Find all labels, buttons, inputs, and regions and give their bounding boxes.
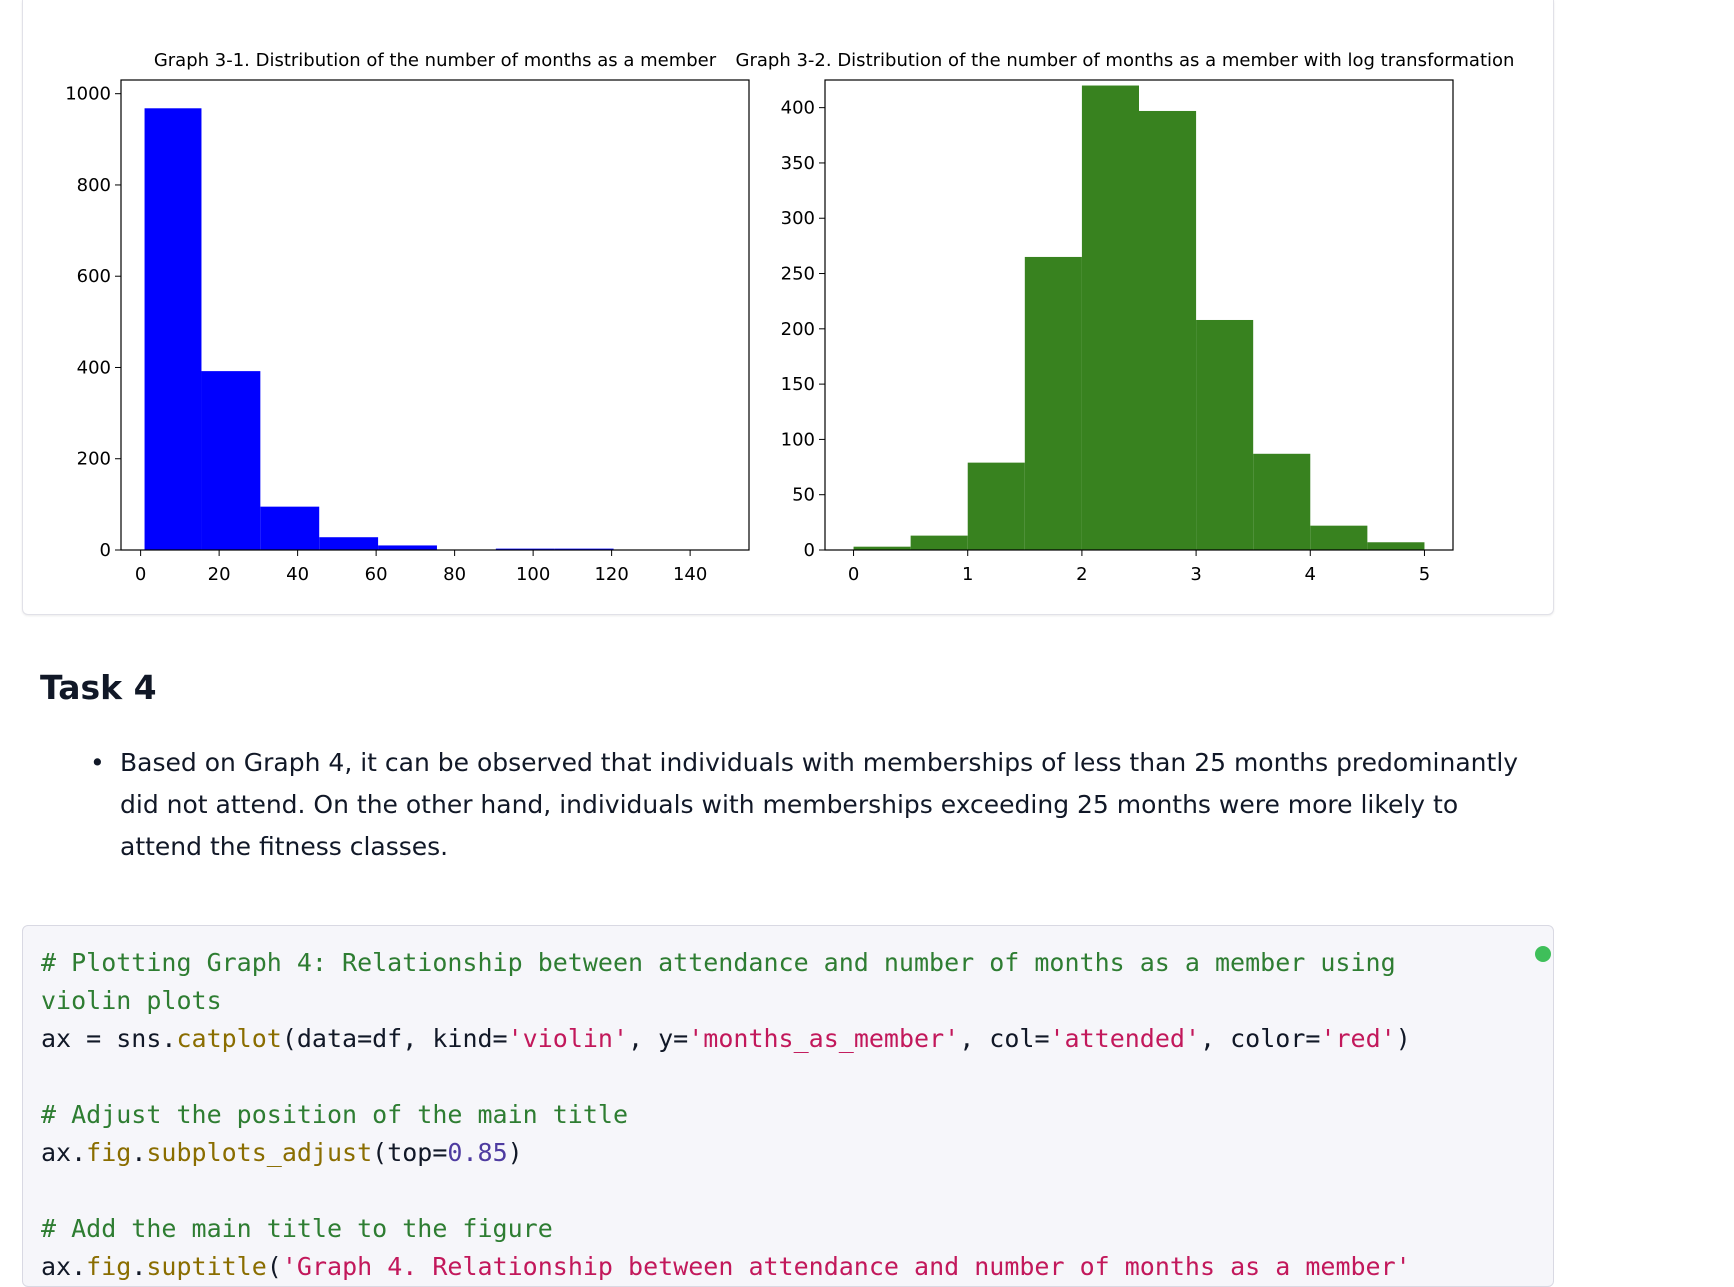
bullet-marker: • xyxy=(90,748,105,777)
task-observation-text: Based on Graph 4, it can be observed tha… xyxy=(120,748,1519,861)
x-tick-label: 120 xyxy=(594,564,628,585)
y-tick-label: 200 xyxy=(77,449,111,470)
x-tick-label: 0 xyxy=(848,564,859,585)
code-attribute: fig xyxy=(86,1138,132,1167)
code-text: ax. xyxy=(41,1252,87,1281)
x-tick-label: 60 xyxy=(365,564,388,585)
code-text: ) xyxy=(507,1138,523,1167)
x-tick-label: 0 xyxy=(135,564,146,585)
cell-run-status-icon xyxy=(1535,946,1551,962)
histogram-bar xyxy=(319,537,379,550)
histogram-bar xyxy=(1253,453,1311,550)
code-editor[interactable]: # Plotting Graph 4: Relationship between… xyxy=(41,944,1481,1286)
histogram-bar xyxy=(910,535,968,550)
histogram-bar xyxy=(853,546,911,550)
plot-frame xyxy=(824,79,1454,551)
code-text: ax = sns. xyxy=(41,1024,177,1053)
y-tick-label: 0 xyxy=(804,540,815,561)
histogram-bar xyxy=(1081,85,1139,550)
y-tick-label: 800 xyxy=(77,175,111,196)
chart-title: Graph 3-1. Distribution of the number of… xyxy=(154,50,717,71)
chart-graph-3-1: Graph 3-1. Distribution of the number of… xyxy=(65,50,750,585)
y-tick-label: 50 xyxy=(792,485,815,506)
y-tick-label: 300 xyxy=(781,208,815,229)
x-tick-label: 4 xyxy=(1305,564,1316,585)
list-item: • Based on Graph 4, it can be observed t… xyxy=(90,742,1540,868)
x-tick-label: 2 xyxy=(1076,564,1087,585)
histogram-bar xyxy=(378,545,437,550)
x-tick-label: 3 xyxy=(1190,564,1201,585)
code-function: subplots_adjust xyxy=(146,1138,373,1167)
chart-graph-3-2: Graph 3-2. Distribution of the number of… xyxy=(736,50,1515,585)
code-attribute: fig xyxy=(86,1252,132,1281)
x-tick-label: 5 xyxy=(1419,564,1430,585)
code-text: . xyxy=(131,1138,147,1167)
code-text: , color= xyxy=(1200,1024,1321,1053)
histogram-bar xyxy=(1139,110,1197,550)
code-number: 0.85 xyxy=(447,1138,508,1167)
y-tick-label: 250 xyxy=(781,264,815,285)
code-string: 'attended' xyxy=(1049,1024,1201,1053)
y-tick-label: 1000 xyxy=(65,84,111,105)
code-comment: # Plotting Graph 4: Relationship between… xyxy=(41,948,1411,1015)
code-text: ) xyxy=(1395,1024,1411,1053)
code-string: 'months_as_member' xyxy=(688,1024,960,1053)
code-string: 'Graph 4. Relationship between attendanc… xyxy=(281,1252,1411,1281)
code-function: catplot xyxy=(176,1024,282,1053)
code-string: 'violin' xyxy=(507,1024,629,1053)
histogram-bar xyxy=(1024,256,1082,550)
x-tick-label: 1 xyxy=(962,564,973,585)
code-string: 'red' xyxy=(1320,1024,1396,1053)
code-text: , y= xyxy=(628,1024,689,1053)
histogram-bar xyxy=(260,506,320,550)
histogram-bar xyxy=(554,548,614,550)
task-heading: Task 4 xyxy=(40,668,157,707)
code-cell[interactable]: # Plotting Graph 4: Relationship between… xyxy=(22,925,1554,1287)
code-comment: # Add the main title to the figure xyxy=(41,1214,553,1243)
plot-frame xyxy=(120,79,750,551)
y-tick-label: 600 xyxy=(77,266,111,287)
y-tick-label: 400 xyxy=(781,98,815,119)
code-text: . xyxy=(131,1252,147,1281)
cell-output: Graph 3-1. Distribution of the number of… xyxy=(22,0,1554,615)
x-tick-label: 140 xyxy=(673,564,707,585)
code-comment: # Adjust the position of the main title xyxy=(41,1100,628,1129)
histogram-bar xyxy=(201,371,261,550)
code-text: ( xyxy=(266,1252,282,1281)
histogram-bar xyxy=(1310,525,1368,550)
x-tick-label: 40 xyxy=(286,564,309,585)
x-tick-label: 80 xyxy=(443,564,466,585)
x-tick-label: 100 xyxy=(516,564,550,585)
task-bullet-list: • Based on Graph 4, it can be observed t… xyxy=(90,742,1540,868)
histogram-bar xyxy=(967,462,1025,550)
chart-title: Graph 3-2. Distribution of the number of… xyxy=(736,50,1515,71)
y-tick-label: 350 xyxy=(781,153,815,174)
histogram-figure: Graph 3-1. Distribution of the number of… xyxy=(65,50,1515,585)
y-tick-label: 100 xyxy=(781,429,815,450)
code-text: (top= xyxy=(372,1138,448,1167)
code-text: ax. xyxy=(41,1138,87,1167)
histogram-bar xyxy=(144,108,202,550)
histogram-bar xyxy=(1196,319,1254,550)
histogram-bar xyxy=(495,548,555,550)
y-tick-label: 400 xyxy=(77,357,111,378)
x-tick-label: 20 xyxy=(208,564,231,585)
y-tick-label: 200 xyxy=(781,319,815,340)
code-text: , col= xyxy=(959,1024,1050,1053)
y-tick-label: 150 xyxy=(781,374,815,395)
code-function: suptitle xyxy=(146,1252,267,1281)
histogram-bar xyxy=(1367,542,1425,550)
y-tick-label: 0 xyxy=(100,540,111,561)
code-text: (data=df, kind= xyxy=(281,1024,508,1053)
